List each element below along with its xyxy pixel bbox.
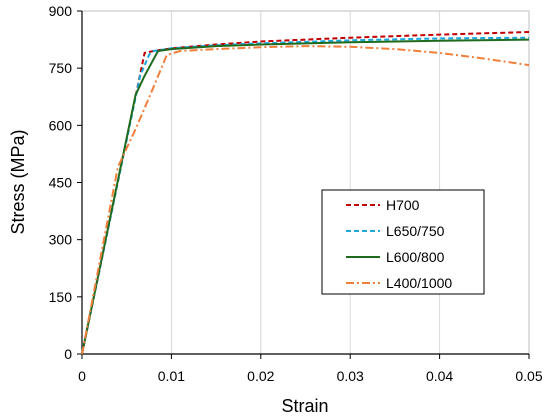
y-tick-label: 300 bbox=[49, 232, 73, 248]
x-tick-label: 0.05 bbox=[515, 368, 542, 384]
series-line-l400-1000 bbox=[81, 45, 530, 355]
x-axis-title: Strain bbox=[281, 396, 328, 416]
axes bbox=[77, 10, 530, 359]
plot-area-border bbox=[81, 10, 530, 355]
y-axis-title: Stress (MPa) bbox=[8, 129, 28, 234]
y-tick-label: 600 bbox=[49, 117, 73, 133]
grid-lines bbox=[170, 11, 441, 354]
y-tick-label: 750 bbox=[49, 60, 73, 76]
x-tick-label: 0.04 bbox=[426, 368, 453, 384]
x-tick-label: 0.02 bbox=[247, 368, 274, 384]
tick-labels: 0 150 300 450 600 750 900 0 0.01 0.02 0.03 0.04 0.05 bbox=[49, 3, 543, 384]
legend-label-l600-800: L600/800 bbox=[386, 249, 445, 265]
series-lines bbox=[81, 31, 530, 355]
series-line-h700 bbox=[81, 31, 530, 355]
series-line-l600-800 bbox=[81, 38, 530, 355]
legend-box bbox=[321, 189, 485, 295]
legend-label-l400-1000: L400/1000 bbox=[386, 275, 452, 291]
legend-label-h700: H700 bbox=[386, 197, 420, 213]
legend: H700 L650/750 L600/800 L400/1000 bbox=[321, 189, 485, 295]
y-tick-label: 0 bbox=[64, 346, 72, 362]
x-tick-label: 0 bbox=[78, 368, 86, 384]
x-tick-label: 0.01 bbox=[158, 368, 185, 384]
legend-label-l650-750: L650/750 bbox=[386, 223, 445, 239]
y-tick-label: 150 bbox=[49, 289, 73, 305]
y-tick-label: 450 bbox=[49, 175, 73, 191]
y-tick-label: 900 bbox=[49, 3, 73, 19]
x-tick-label: 0.03 bbox=[337, 368, 364, 384]
